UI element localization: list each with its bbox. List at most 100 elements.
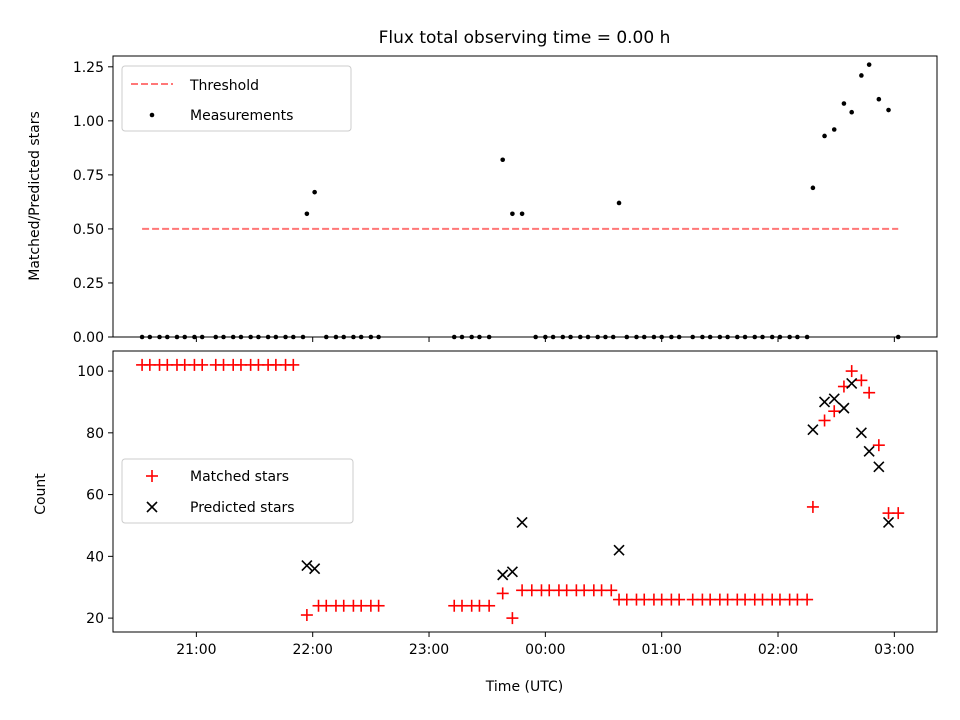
bottom-y-axis-label: Count: [33, 473, 49, 515]
measurement-point: [831, 127, 837, 132]
legend-predicted-label: Predicted stars: [190, 500, 295, 516]
top-y-axis: 0.00 0.25 0.50 0.75 1.00 1.25: [73, 60, 113, 346]
matched-star-marker: [496, 587, 509, 600]
top-y-axis-label: Matched/Predicted stars: [27, 111, 43, 281]
bottom-legend: Matched stars Predicted stars: [121, 458, 354, 524]
bottom-x-tick-label: 21:00: [176, 642, 216, 658]
bottom-y-tick-label: 60: [86, 488, 104, 504]
bottom-plot-frame: [112, 350, 938, 633]
predicted-star-marker: [838, 402, 850, 414]
top-legend-box: [121, 65, 352, 132]
matched-star-marker: [863, 386, 876, 399]
matched-star-marker: [872, 439, 885, 452]
predicted-star-marker: [301, 560, 313, 572]
predicted-star-marker: [506, 566, 518, 578]
predicted-stars-legend-icon: [146, 501, 158, 513]
bottom-y-axis: 20 40 60 80 100: [77, 364, 113, 627]
predicted-star-marker: [516, 516, 528, 528]
chart-title: Flux total observing time = 0.00 h: [379, 28, 671, 48]
predicted-star-stroke-b: [882, 516, 895, 528]
predicted-star-marker: [846, 377, 858, 389]
bottom-x-tick-label: 02:00: [758, 642, 798, 658]
legend-threshold-label: Threshold: [189, 78, 259, 94]
top-y-tick-label: 1.25: [73, 60, 104, 76]
matched-star-marker: [818, 414, 831, 427]
matched-star-marker: [806, 500, 819, 513]
matched-star-marker: [673, 593, 686, 606]
predicted-star-stroke-b: [807, 424, 819, 436]
matched-star-marker: [801, 593, 814, 606]
predicted-star-marker: [882, 516, 895, 528]
predicted-star-stroke-b: [838, 402, 850, 414]
bottom-x-tick-label: 01:00: [642, 642, 682, 658]
measurement-point: [822, 133, 827, 139]
bottom-y-tick-label: 80: [86, 426, 104, 442]
matched-star-marker: [605, 584, 618, 597]
matched-stars-legend-icon: [146, 470, 158, 482]
top-legend: Threshold Measurements: [121, 65, 352, 132]
predicted-star-stroke-b: [828, 393, 840, 405]
matched-star-marker: [845, 365, 858, 378]
predicted-star-stroke-b: [863, 445, 875, 457]
predicted-star-stroke-b: [516, 516, 528, 528]
measurement-point: [841, 101, 847, 106]
top-y-tick-label: 0.50: [73, 222, 104, 238]
predicted-star-stroke-b: [301, 560, 313, 572]
matched-star-marker: [483, 599, 496, 612]
predicted-star-marker: [818, 396, 831, 408]
predicted-star-marker: [807, 424, 819, 436]
predicted-star-stroke-b: [309, 563, 321, 575]
measurement-point: [304, 211, 310, 217]
predicted-star-stroke-b: [846, 377, 858, 389]
top-y-tick-label: 0.00: [73, 330, 104, 346]
matched-star-marker: [828, 405, 841, 418]
top-x-axis: [195, 337, 895, 342]
predicted-star-stroke-b: [497, 569, 509, 581]
measurement-point: [886, 107, 891, 113]
predicted-star-marker: [613, 544, 625, 556]
bottom-panel: 20 40 60 80 100 21:00 22:00 23:00 00:00 01:00 02:…: [33, 350, 938, 695]
measurement-point: [810, 185, 816, 191]
predicted-star-marker: [309, 563, 321, 575]
matched-star-marker: [196, 358, 209, 371]
predicted-star-stroke-b: [873, 461, 885, 473]
bottom-legend-box: [121, 458, 354, 524]
measurement-point: [849, 109, 854, 115]
matched-star-marker: [855, 374, 868, 387]
bottom-y-tick-label: 20: [86, 611, 104, 627]
measurement-point: [312, 189, 317, 195]
matched-star-marker: [300, 609, 313, 622]
predicted-star-stroke-b: [506, 566, 518, 578]
matched-star-marker: [892, 507, 905, 520]
measurement-point: [616, 200, 622, 206]
legend-matched-label: Matched stars: [190, 469, 289, 485]
bottom-x-tick-label: 00:00: [525, 642, 565, 658]
predicted-star-stroke-b: [613, 544, 625, 556]
measurement-point: [510, 211, 515, 217]
bottom-x-tick-label: 03:00: [874, 642, 914, 658]
top-panel: Flux total observing time = 0.00 h 0.00 0…: [27, 28, 938, 346]
legend-measurements-label: Measurements: [190, 108, 293, 124]
top-y-tick-label: 0.75: [73, 168, 104, 184]
measurements-legend-icon: [149, 112, 155, 118]
predicted-star-marker: [828, 393, 840, 405]
measurement-point: [500, 157, 506, 163]
predicted-star-marker: [497, 569, 509, 581]
bottom-x-tick-label: 23:00: [409, 642, 449, 658]
bottom-x-tick-label: 22:00: [293, 642, 333, 658]
predicted-star-stroke-b: [818, 396, 831, 408]
bottom-y-tick-label: 40: [86, 549, 104, 565]
predicted-star-marker: [863, 445, 875, 457]
predicted-star-marker: [855, 427, 867, 439]
measurement-point: [859, 73, 864, 78]
matched-star-marker: [287, 358, 300, 371]
predicted-star-marker: [873, 461, 885, 473]
predicted-star-stroke-b: [855, 427, 867, 439]
bottom-plot-content: [136, 358, 905, 625]
measurement-point: [866, 62, 872, 67]
top-y-tick-label: 1.00: [73, 114, 104, 130]
measurement-point: [876, 96, 882, 102]
matched-star-marker: [372, 599, 385, 612]
x-axis-label: Time (UTC): [485, 679, 563, 695]
